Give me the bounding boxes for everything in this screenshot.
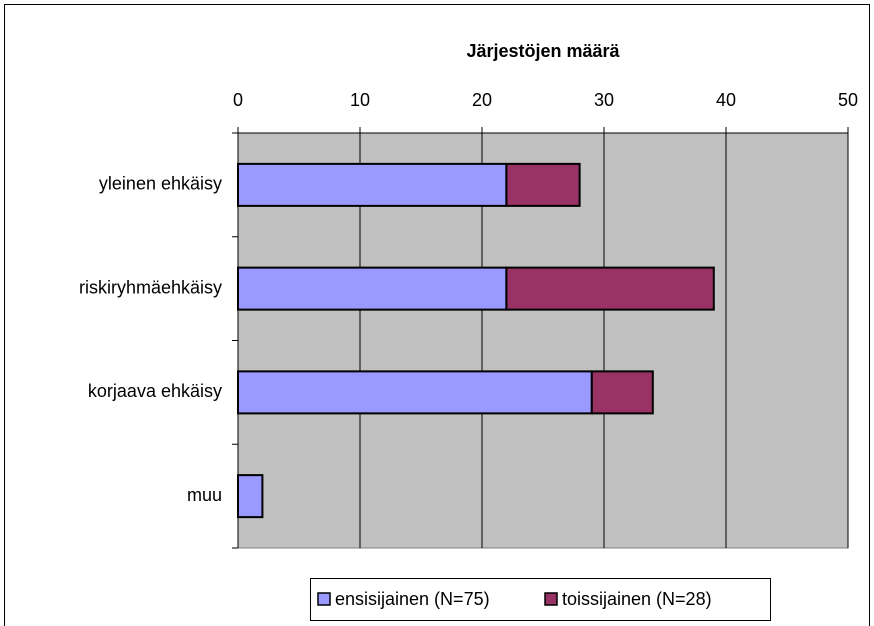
legend [310, 578, 771, 621]
bar-segment [237, 370, 593, 415]
x-tick-label: 30 [594, 90, 614, 110]
legend-box [310, 578, 771, 621]
legend-marker [544, 592, 558, 606]
x-tick-label: 10 [350, 90, 370, 110]
x-tick-label: 50 [838, 90, 858, 110]
chart-title: Järjestöjen määrä [466, 41, 620, 61]
y-tick-label: korjaava ehkäisy [88, 381, 222, 401]
bar-segment [237, 474, 264, 519]
legend-label: ensisijainen (N=75) [335, 589, 490, 609]
bar-segment [505, 162, 581, 207]
bar-segment [590, 370, 654, 415]
y-tick-label: riskiryhmäehkäisy [79, 277, 222, 297]
bar-segment [505, 266, 715, 311]
y-tick-label: yleinen ehkäisy [99, 174, 222, 194]
x-tick-label: 0 [233, 90, 243, 110]
y-tick-label: muu [187, 485, 222, 505]
x-tick-label: 20 [472, 90, 492, 110]
bar-segment [237, 266, 508, 311]
x-tick-label: 40 [716, 90, 736, 110]
legend-label: toissijainen (N=28) [562, 589, 712, 609]
legend-marker [317, 592, 331, 606]
bar-segment [237, 162, 508, 207]
